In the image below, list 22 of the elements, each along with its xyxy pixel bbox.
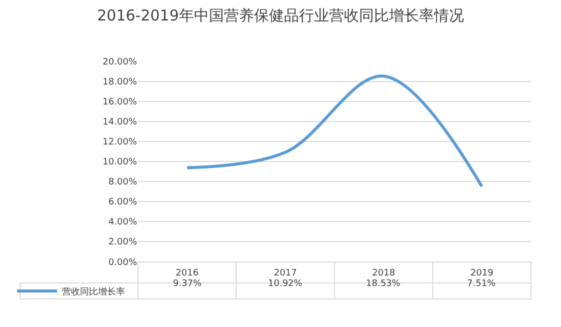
y-tick-label: 4.00% [108,218,138,228]
x-tick-label: 2017 [274,268,297,278]
legend-label: 营收同比增长率 [62,286,126,298]
x-tick-label: 2019 [470,268,494,278]
x-tick-label: 2016 [176,268,199,278]
y-tick-label: 8.00% [108,178,138,188]
y-tick-label: 10.00% [102,158,138,168]
y-tick-label: 16.00% [102,98,138,108]
y-tick-label: 2.00% [108,238,138,248]
chart-title: 2016-2019年中国营养保健品行业营收同比增长率情况 [97,6,464,24]
y-tick-label: 0.00% [108,258,138,268]
data-label: 7.51% [467,279,496,289]
x-tick-label: 2018 [372,268,396,278]
y-tick-label: 6.00% [108,198,138,208]
data-label: 18.53% [366,279,401,289]
y-tick-label: 20.00% [102,58,138,68]
y-tick-label: 18.00% [102,78,138,88]
y-tick-label: 14.00% [102,118,138,128]
data-label: 10.92% [268,279,303,289]
y-tick-label: 12.00% [102,138,138,148]
line-series [186,74,484,188]
data-label: 9.37% [173,279,202,289]
